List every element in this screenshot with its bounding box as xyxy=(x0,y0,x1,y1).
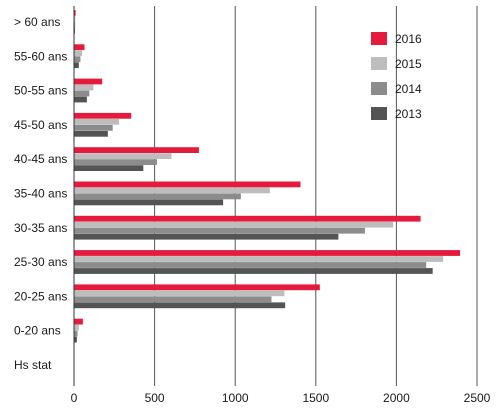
x-tick-label-2000: 2000 xyxy=(383,391,410,405)
bar-2016-2 xyxy=(74,78,103,85)
bar-2015-6 xyxy=(74,221,394,228)
category-label-9: 0-20 ans xyxy=(14,324,61,338)
bar-2015-3 xyxy=(74,118,120,125)
category-label-2: 50-55 ans xyxy=(14,84,67,98)
x-tick-label-500: 500 xyxy=(145,391,165,405)
category-labels: > 60 ans 55-60 ans 50-55 ans 45-50 ans 40-45… xyxy=(14,15,67,372)
bar-2013-3 xyxy=(74,130,108,137)
bar-2016-0 xyxy=(74,10,76,16)
category-label-7: 25-30 ans xyxy=(14,255,67,269)
legend-swatch-2016 xyxy=(371,32,387,45)
bar-2014-7 xyxy=(74,262,427,268)
category-label-10: Hs stat xyxy=(14,358,52,372)
bar-2014-3 xyxy=(74,124,113,131)
bar-2014-2 xyxy=(74,90,90,97)
bar-2015-0 xyxy=(74,16,76,22)
category-label-5: 35-40 ans xyxy=(14,187,67,201)
bar-2015-9 xyxy=(74,324,79,331)
bar-2013-7 xyxy=(74,268,433,274)
bar-2015-7 xyxy=(74,256,444,262)
category-label-6: 30-35 ans xyxy=(14,221,67,235)
bar-2014-0 xyxy=(74,22,76,28)
x-tick-label-0: 0 xyxy=(71,391,78,405)
bar-2013-5 xyxy=(74,199,224,206)
bar-2016-9 xyxy=(74,318,83,325)
bar-2014-6 xyxy=(74,227,365,234)
x-tick-labels: 0 500 1000 1500 2000 2500 xyxy=(71,391,491,405)
category-label-4: 40-45 ans xyxy=(14,152,67,166)
legend: 2016 2015 2014 2013 xyxy=(371,32,422,121)
bar-2015-4 xyxy=(74,153,172,159)
x-tick-label-1000: 1000 xyxy=(222,391,249,405)
bar-2013-4 xyxy=(74,165,144,171)
x-tick-label-2500: 2500 xyxy=(464,391,491,405)
bar-2014-8 xyxy=(74,296,272,303)
bar-2014-5 xyxy=(74,193,241,200)
bar-2013-2 xyxy=(74,96,87,103)
bars xyxy=(74,10,461,377)
legend-swatch-2015 xyxy=(371,57,387,70)
category-label-3: 45-50 ans xyxy=(14,118,67,132)
bar-2014-1 xyxy=(74,56,81,63)
category-label-8: 20-25 ans xyxy=(14,289,67,303)
bar-2013-6 xyxy=(74,233,339,240)
legend-label-2016: 2016 xyxy=(395,32,422,46)
category-label-0: > 60 ans xyxy=(14,15,60,29)
legend-swatch-2013 xyxy=(371,107,387,120)
bar-2016-7 xyxy=(74,250,461,256)
legend-label-2014: 2014 xyxy=(395,82,422,96)
x-tick-label-1500: 1500 xyxy=(302,391,329,405)
bar-2013-1 xyxy=(74,62,79,69)
category-label-1: 55-60 ans xyxy=(14,49,67,63)
legend-swatch-2014 xyxy=(371,82,387,95)
bar-2016-3 xyxy=(74,112,132,119)
bar-2014-4 xyxy=(74,159,158,165)
bar-2015-2 xyxy=(74,84,94,91)
legend-label-2015: 2015 xyxy=(395,57,422,71)
bar-2013-9 xyxy=(74,336,77,343)
legend-label-2013: 2013 xyxy=(395,107,422,121)
bar-2016-1 xyxy=(74,44,85,51)
bar-2013-8 xyxy=(74,302,286,309)
grid-lines xyxy=(154,6,478,386)
bar-2016-8 xyxy=(74,284,320,291)
bar-2015-5 xyxy=(74,187,270,194)
bar-2015-1 xyxy=(74,50,83,57)
bar-2016-5 xyxy=(74,181,301,188)
bar-2015-8 xyxy=(74,290,285,297)
bar-2016-6 xyxy=(74,215,421,222)
bar-2016-4 xyxy=(74,147,199,153)
bar-2014-9 xyxy=(74,330,78,337)
